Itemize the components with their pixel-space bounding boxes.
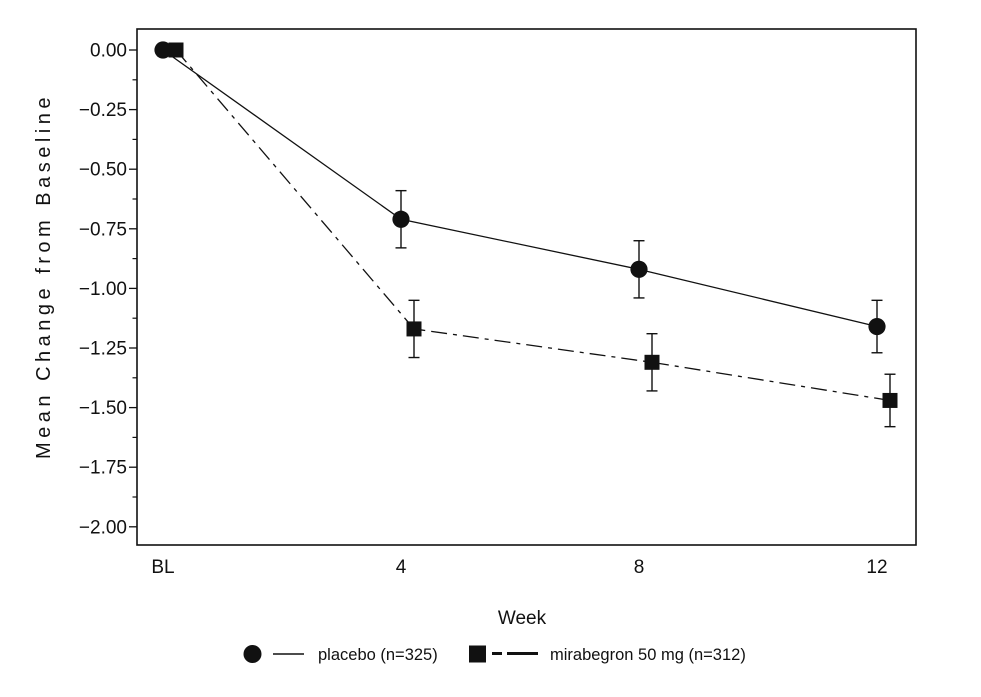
data-point-marker-placebo xyxy=(154,41,172,59)
chart-layer: 0.00 −0.25 −0.50 −0.75 −1.00 −1.25 −1.50 −1.75 −… xyxy=(79,28,917,663)
data-point-marker-placebo xyxy=(630,260,648,278)
data-point-marker-placebo xyxy=(868,317,886,336)
legend-mirabegron-marker-icon xyxy=(469,645,486,663)
data-point-marker-placebo xyxy=(392,210,410,228)
plot-frame xyxy=(136,28,917,546)
data-point-marker-mirabegron-50mg xyxy=(882,392,898,408)
x-axis-title: Week xyxy=(498,608,547,629)
y-axis-tick-label: −2.00 xyxy=(79,517,127,538)
y-axis-title: Mean Change from Baseline xyxy=(33,93,55,459)
x-axis-tick-label: BL xyxy=(151,557,174,578)
data-point-marker-mirabegron-50mg xyxy=(406,321,422,337)
x-axis-tick-label: 12 xyxy=(866,557,887,578)
legend-label-placebo: placebo (n=325) xyxy=(318,646,438,664)
y-axis-tick-label: −1.00 xyxy=(79,279,127,300)
series-line-placebo xyxy=(162,49,878,328)
series-line-mirabegron-50mg xyxy=(175,49,891,402)
x-axis-tick-label: 4 xyxy=(396,557,407,578)
y-axis-tick-label: 0.00 xyxy=(90,41,127,62)
y-axis-tick-label: −1.50 xyxy=(79,398,127,419)
legend-placebo-marker-icon xyxy=(243,645,262,663)
x-axis-tick-label: 8 xyxy=(634,557,645,578)
data-point-marker-mirabegron-50mg xyxy=(644,354,660,370)
y-axis-tick-label: −0.25 xyxy=(79,100,127,121)
y-axis-tick-label: −0.50 xyxy=(79,160,127,181)
y-axis-tick-label: −1.25 xyxy=(79,339,127,360)
y-axis-tick-label: −1.75 xyxy=(79,458,127,479)
y-axis-tick-label: −0.75 xyxy=(79,219,127,240)
legend-label-mirabegron: mirabegron 50 mg (n=312) xyxy=(550,646,746,664)
data-point-marker-mirabegron-50mg xyxy=(168,42,184,58)
